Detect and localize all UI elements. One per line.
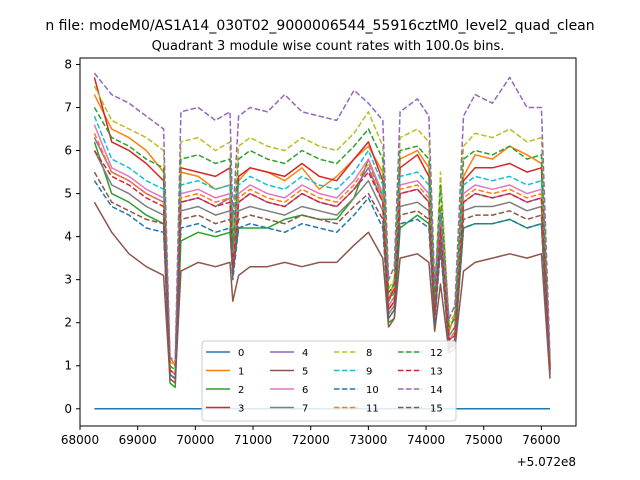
legend-label-8: 8 [366, 348, 372, 359]
y-tick-label: 7 [64, 100, 72, 114]
legend-label-0: 0 [238, 348, 244, 359]
series-line-11 [93, 132, 551, 376]
figure-suptitle: n file: modeM0/AS1A14_030T02_9000006544_… [45, 18, 594, 34]
x-tick-label: 71000 [234, 433, 272, 447]
x-tick-label: 74000 [407, 433, 445, 447]
y-tick-label: 4 [64, 230, 72, 244]
x-tick-label: 70000 [176, 433, 214, 447]
y-tick-label: 6 [64, 144, 72, 158]
legend-label-3: 3 [238, 404, 244, 415]
legend-label-1: 1 [238, 367, 244, 378]
y-axis-ticks: 0 1 2 3 4 5 6 7 8 [64, 57, 80, 416]
legend-label-15: 15 [430, 404, 443, 415]
y-tick-label: 2 [64, 316, 72, 330]
x-tick-label: 69000 [119, 433, 157, 447]
legend-box [201, 340, 457, 422]
legend-label-2: 2 [238, 385, 244, 396]
y-tick-label: 0 [64, 402, 72, 416]
chart-title: Quadrant 3 module wise count rates with … [152, 39, 505, 54]
legend-label-7: 7 [302, 404, 308, 415]
y-tick-label: 5 [64, 187, 72, 201]
y-tick-label: 3 [64, 273, 72, 287]
x-tick-label: 72000 [292, 433, 330, 447]
legend-label-11: 11 [366, 404, 379, 415]
legend-label-9: 9 [366, 367, 372, 378]
x-tick-label: 68000 [61, 433, 99, 447]
plot-frame [79, 57, 577, 427]
x-axis-offset-label: +5.072e8 [517, 455, 576, 469]
x-tick-label: 75000 [465, 433, 503, 447]
y-tick-label: 1 [64, 359, 72, 373]
legend-label-10: 10 [366, 385, 379, 396]
series-line-14 [93, 72, 551, 363]
legend-label-5: 5 [302, 367, 308, 378]
legend-label-12: 12 [430, 348, 443, 359]
x-axis-ticks: 68000 69000 70000 71000 72000 73000 74000 75000… [61, 426, 560, 447]
x-tick-label: 73000 [349, 433, 387, 447]
series-line-13 [93, 150, 551, 376]
legend-label-14: 14 [430, 385, 443, 396]
x-tick-label: 76000 [522, 433, 560, 447]
legend-label-4: 4 [302, 348, 308, 359]
series-line-15 [93, 171, 551, 380]
legend-label-6: 6 [302, 385, 308, 396]
legend-label-13: 13 [430, 367, 443, 378]
y-tick-label: 8 [64, 57, 72, 71]
series-lines [93, 72, 551, 410]
